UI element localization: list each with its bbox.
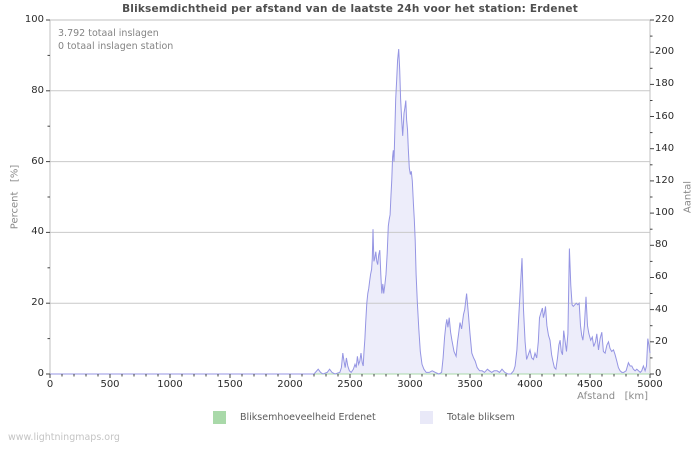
legend-label-station: Bliksemhoeveelheid Erdenet <box>240 412 376 423</box>
series-line-1 <box>50 48 651 375</box>
x-tick-label: 5000 <box>637 379 663 390</box>
watermark-link[interactable]: www.lightningmaps.org <box>8 432 120 443</box>
right-tick-label: 100 <box>655 207 675 219</box>
left-tick-label: 100 <box>24 14 44 25</box>
right-tick-label: 220 <box>655 14 675 25</box>
right-tick-label: 60 <box>655 271 668 283</box>
x-tick-label: 4000 <box>517 379 543 390</box>
legend-swatch-total <box>420 411 433 424</box>
right-tick-label: 0 <box>655 368 662 379</box>
x-tick-label: 1500 <box>217 379 243 390</box>
x-tick-label: 3000 <box>397 379 423 390</box>
legend-swatch-station <box>213 411 226 424</box>
right-tick-label: 20 <box>655 335 668 347</box>
x-tick-label: 500 <box>100 379 120 390</box>
left-tick-label: 60 <box>31 155 44 167</box>
right-tick-label: 140 <box>655 142 675 154</box>
right-tick-label: 40 <box>655 303 668 315</box>
left-tick-label: 20 <box>31 297 44 309</box>
left-tick-label: 80 <box>31 84 44 96</box>
right-tick-label: 200 <box>655 46 675 58</box>
annotation-total-strikes: 3.792 totaal inslagen <box>58 28 159 39</box>
right-tick-label: 180 <box>655 78 675 90</box>
x-tick-label: 0 <box>46 379 54 390</box>
x-tick-label: 1000 <box>157 379 183 390</box>
legend-label-total: Totale bliksem <box>447 412 515 423</box>
series-area-1 <box>50 49 650 374</box>
right-tick-label: 80 <box>655 239 668 251</box>
right-tick-label: 160 <box>655 110 675 122</box>
x-tick-label: 3500 <box>457 379 483 390</box>
left-tick-label: 0 <box>37 368 44 379</box>
chart-title: Bliksemdichtheid per afstand van de laat… <box>122 3 578 15</box>
annotation-station-strikes: 0 totaal inslagen station <box>58 41 174 52</box>
right-tick-label: 120 <box>655 174 675 186</box>
x-tick-label: 4500 <box>577 379 603 390</box>
legend: Bliksemhoeveelheid Erdenet Totale blikse… <box>0 410 700 426</box>
plot-border <box>49 19 651 375</box>
left-tick-label: 40 <box>31 226 44 238</box>
x-axis-title: Afstand [km] <box>577 391 648 402</box>
x-tick-label: 2500 <box>337 379 363 390</box>
x-tick-label: 2000 <box>277 379 303 390</box>
